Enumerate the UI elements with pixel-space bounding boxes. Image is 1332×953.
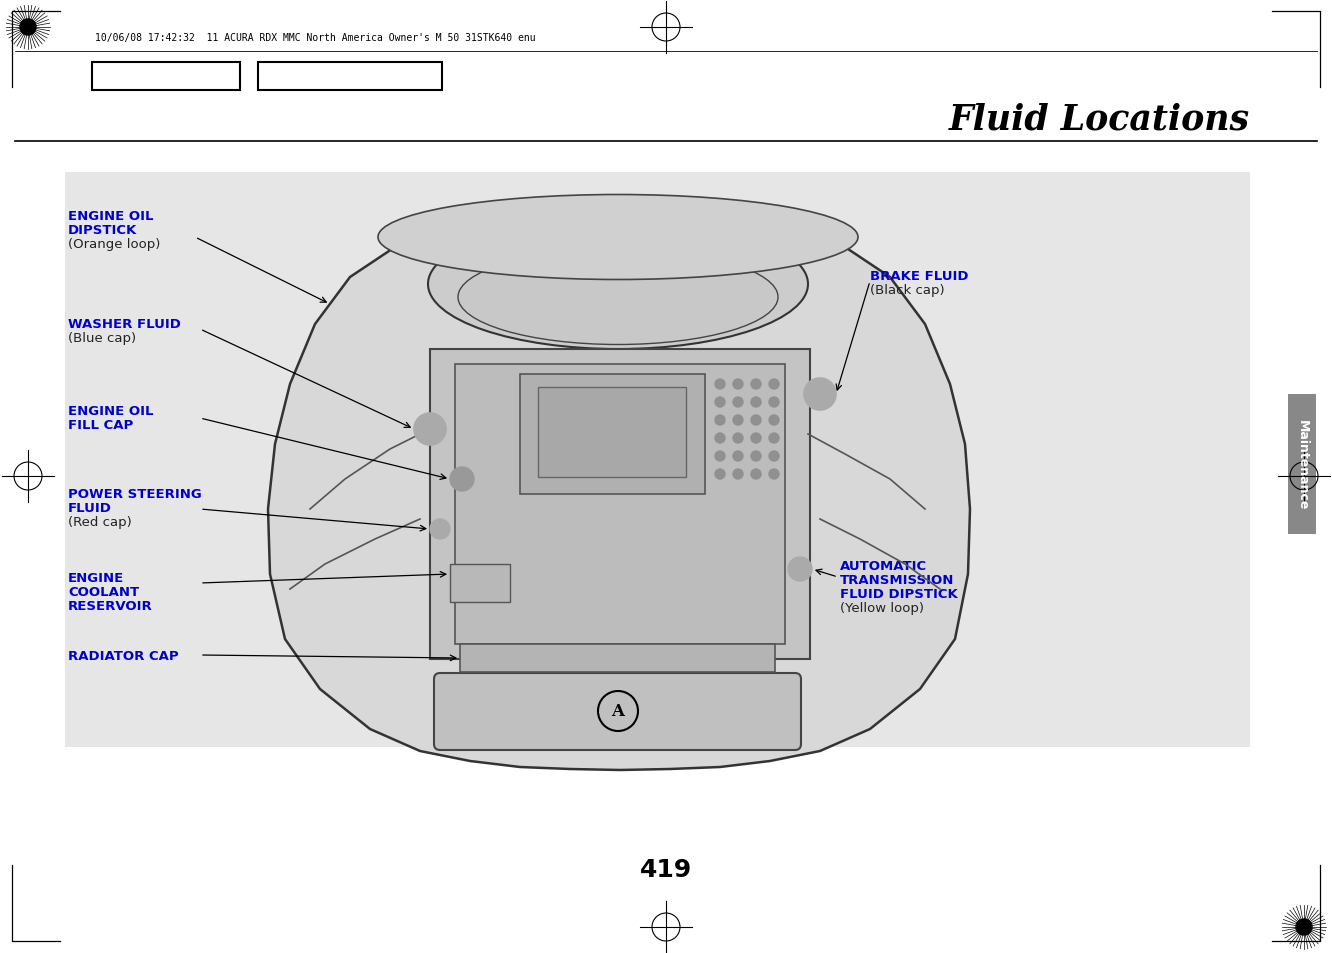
Text: Table of Contents: Table of Contents [284, 70, 417, 85]
Ellipse shape [378, 195, 858, 280]
Circle shape [715, 416, 725, 426]
Circle shape [769, 452, 779, 461]
Text: WASHER FLUID: WASHER FLUID [68, 317, 181, 331]
Circle shape [789, 558, 813, 581]
Circle shape [751, 379, 761, 390]
Bar [538, 388, 686, 477]
Text: ENGINE: ENGINE [68, 572, 124, 584]
Text: BRAKE FLUID: BRAKE FLUID [870, 270, 968, 283]
Text: 10/06/08 17:42:32  11 ACURA RDX MMC North America Owner's M 50 31STK640 enu: 10/06/08 17:42:32 11 ACURA RDX MMC North… [95, 33, 535, 43]
Text: A: A [611, 702, 625, 720]
Text: FLUID DIPSTICK: FLUID DIPSTICK [840, 587, 958, 600]
Bar [519, 375, 705, 495]
Circle shape [769, 397, 779, 408]
Ellipse shape [458, 251, 778, 345]
Text: FILL CAP: FILL CAP [68, 418, 133, 432]
Circle shape [769, 379, 779, 390]
Text: FLUID: FLUID [68, 501, 112, 515]
Text: COOLANT: COOLANT [68, 585, 139, 598]
Text: (Black cap): (Black cap) [870, 284, 944, 296]
Circle shape [733, 470, 743, 479]
FancyBboxPatch shape [434, 673, 801, 750]
Circle shape [715, 452, 725, 461]
Circle shape [733, 397, 743, 408]
Text: TRANSMISSION: TRANSMISSION [840, 574, 954, 586]
Text: RADIATOR CAP: RADIATOR CAP [68, 649, 178, 662]
Circle shape [769, 470, 779, 479]
Text: RESERVOIR: RESERVOIR [68, 599, 153, 613]
Circle shape [769, 416, 779, 426]
Bar [456, 365, 785, 644]
Circle shape [715, 470, 725, 479]
Text: DIPSTICK: DIPSTICK [68, 224, 137, 236]
Circle shape [751, 434, 761, 443]
Bar [450, 564, 510, 602]
Bar [460, 644, 775, 672]
Circle shape [733, 434, 743, 443]
Circle shape [1296, 919, 1312, 935]
Circle shape [20, 20, 36, 36]
Text: (Red cap): (Red cap) [68, 516, 132, 529]
Circle shape [715, 379, 725, 390]
Circle shape [751, 416, 761, 426]
Text: POWER STEERING: POWER STEERING [68, 488, 201, 500]
Circle shape [751, 470, 761, 479]
Circle shape [751, 397, 761, 408]
Polygon shape [268, 209, 970, 770]
Circle shape [769, 434, 779, 443]
Bar [65, 172, 1249, 747]
Text: (Yellow loop): (Yellow loop) [840, 601, 924, 615]
Circle shape [450, 468, 474, 492]
Circle shape [733, 379, 743, 390]
Text: ENGINE OIL: ENGINE OIL [68, 210, 153, 223]
Bar [1288, 395, 1316, 535]
Circle shape [733, 416, 743, 426]
Bar [92, 63, 240, 91]
Text: Fluid Locations: Fluid Locations [948, 103, 1249, 137]
Circle shape [430, 519, 450, 539]
Circle shape [733, 452, 743, 461]
Text: (Orange loop): (Orange loop) [68, 237, 160, 251]
Text: Maintenance: Maintenance [1296, 419, 1308, 510]
Circle shape [414, 414, 446, 446]
Circle shape [715, 434, 725, 443]
Text: (Blue cap): (Blue cap) [68, 332, 136, 345]
Circle shape [715, 397, 725, 408]
Text: AUTOMATIC: AUTOMATIC [840, 559, 927, 573]
Ellipse shape [428, 220, 809, 350]
Text: 419: 419 [639, 857, 693, 882]
Circle shape [751, 452, 761, 461]
Bar [258, 63, 442, 91]
Text: Main Menu: Main Menu [124, 70, 208, 85]
Bar [430, 350, 810, 659]
Circle shape [805, 378, 836, 411]
Text: ENGINE OIL: ENGINE OIL [68, 405, 153, 417]
